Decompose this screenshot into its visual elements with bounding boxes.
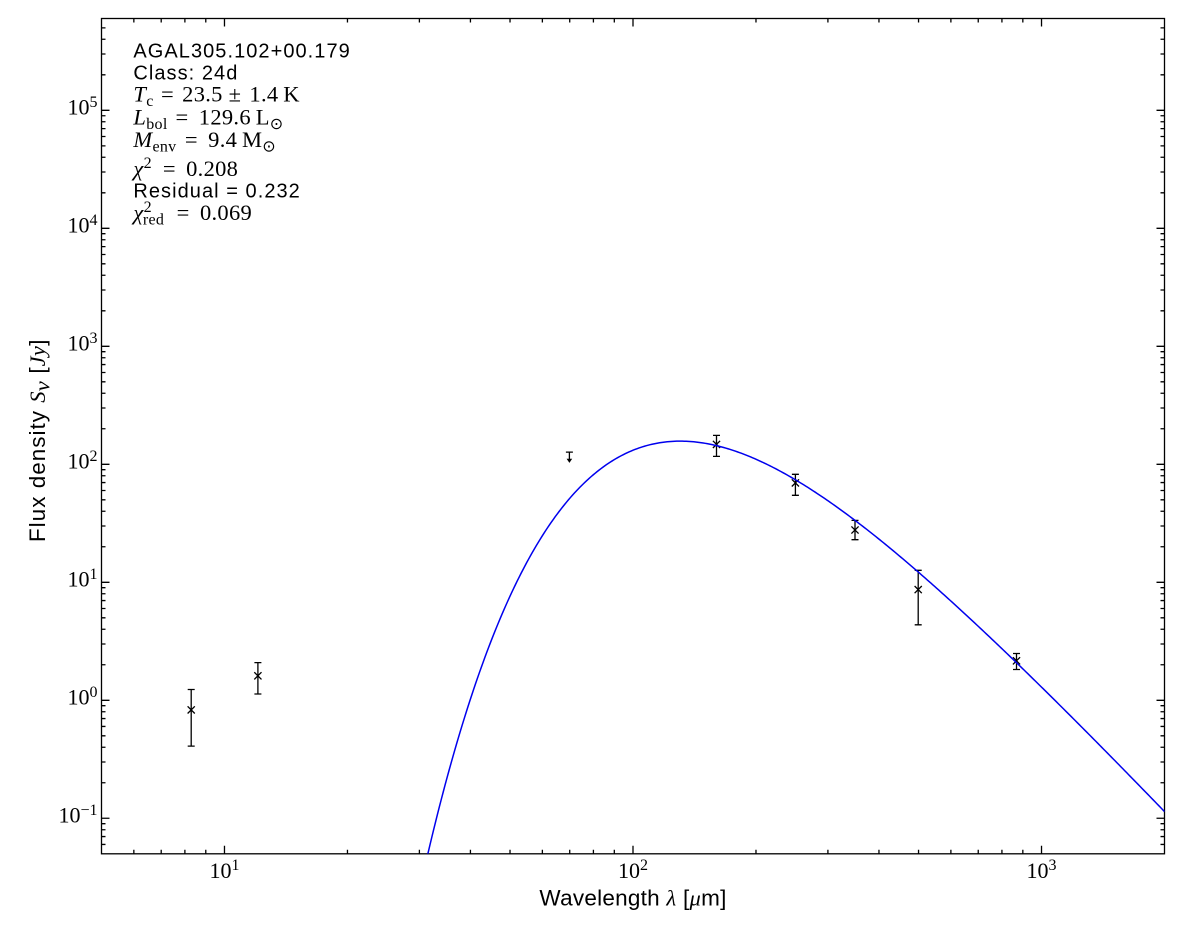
svg-text:10−1: 10−1 — [58, 802, 97, 828]
svg-text:AGAL305.102+00.179: AGAL305.102+00.179 — [133, 41, 350, 63]
svg-text:Residual = 0.232: Residual = 0.232 — [133, 180, 300, 202]
svg-text:Menv = 9.4 M⊙: Menv = 9.4 M⊙ — [132, 127, 276, 156]
svg-text:χ2 = 0.208: χ2 = 0.208 — [131, 155, 238, 181]
svg-text:101: 101 — [210, 857, 240, 883]
svg-text:Wavelength λ [μm]: Wavelength λ [μm] — [539, 885, 726, 910]
svg-text:Flux density Sν [Jy]: Flux density Sν [Jy] — [25, 339, 55, 543]
svg-text:Lbol = 129.6 L⊙: Lbol = 129.6 L⊙ — [132, 104, 283, 133]
svg-text:Class: 24d: Class: 24d — [133, 63, 238, 85]
svg-text:Tc = 23.5 ± 1.4 K: Tc = 23.5 ± 1.4 K — [133, 82, 300, 111]
